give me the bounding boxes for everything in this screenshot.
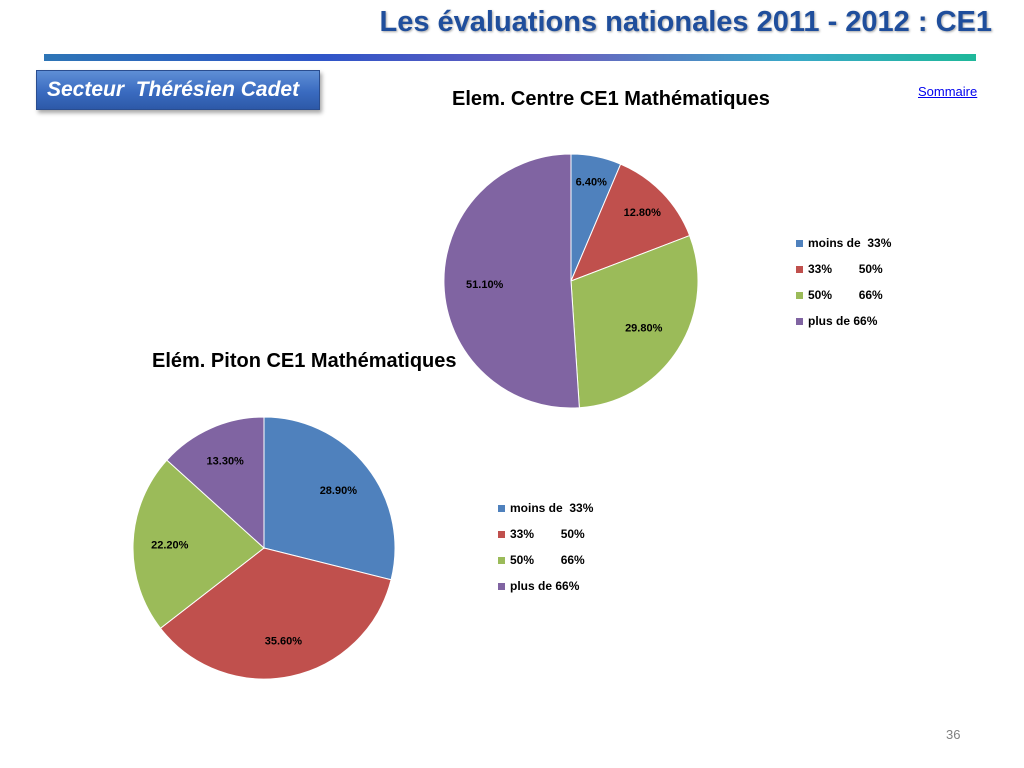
legend-item-33-50: 33% 50% (796, 256, 891, 282)
sector-badge: Secteur Thérésien Cadet (36, 70, 320, 110)
page-number: 36 (946, 727, 961, 742)
legend-item-50-66: 50% 66% (498, 547, 593, 573)
chart-title-centre: Elem. Centre CE1 Mathématiques (452, 88, 770, 110)
legend-label: 50% 66% (510, 553, 585, 567)
legend-swatch (796, 265, 803, 273)
legend-item-moins-de-33: moins de 33% (498, 495, 593, 521)
pie-slice-plus-de-66 (166, 416, 265, 550)
legend-centre: moins de 33% 33% 50% 50% 66% plus de 66% (796, 230, 891, 334)
legend-label: moins de 33% (510, 501, 594, 515)
data-label-50-66: 29.80% (625, 323, 663, 335)
legend-swatch (498, 504, 505, 512)
legend-swatch (796, 291, 803, 299)
pie-slice-50-66 (132, 459, 265, 629)
legend-label: plus de 66% (510, 579, 580, 593)
pie-slice-33-50 (159, 547, 392, 680)
data-label-moins-de-33: 6.40% (576, 176, 607, 188)
pie-chart-piton: 28.90% 35.60% 22.20% 13.30% (132, 416, 396, 680)
legend-label: moins de 33% (808, 236, 892, 250)
legend-item-plus-de-66: plus de 66% (498, 573, 593, 599)
legend-item-50-66: 50% 66% (796, 282, 891, 308)
pie-slice-moins-de-33 (263, 416, 396, 581)
legend-swatch (498, 582, 505, 590)
legend-label: 33% 50% (510, 527, 585, 541)
data-label-33-50: 12.80% (624, 207, 662, 219)
legend-item-plus-de-66: plus de 66% (796, 308, 891, 334)
legend-piton: moins de 33% 33% 50% 50% 66% plus de 66% (498, 495, 593, 599)
data-label-moins-de-33: 28.90% (320, 485, 358, 497)
legend-label: plus de 66% (808, 314, 878, 328)
data-label-plus-de-66: 13.30% (207, 456, 245, 468)
data-label-plus-de-66: 51.10% (466, 279, 504, 291)
title-underline-bar (44, 54, 976, 61)
legend-swatch (498, 556, 505, 564)
chart-title-piton: Elém. Piton CE1 Mathématiques (152, 350, 457, 372)
summary-link[interactable]: Sommaire (918, 84, 978, 99)
pie-slice-plus-de-66 (443, 153, 580, 409)
pie-slice-33-50 (570, 163, 691, 282)
legend-swatch (498, 530, 505, 538)
data-label-50-66: 22.20% (151, 539, 189, 551)
page-title: Les évaluations nationales 2011 - 2012 :… (379, 6, 992, 38)
pie-chart-centre: 6.40% 12.80% 29.80% 51.10% (443, 153, 699, 409)
legend-item-33-50: 33% 50% (498, 521, 593, 547)
legend-item-moins-de-33: moins de 33% (796, 230, 891, 256)
legend-swatch (796, 317, 803, 325)
legend-label: 33% 50% (808, 262, 883, 276)
legend-swatch (796, 239, 803, 247)
pie-slice-50-66 (570, 234, 699, 409)
data-label-33-50: 35.60% (265, 635, 303, 647)
legend-label: 50% 66% (808, 288, 883, 302)
